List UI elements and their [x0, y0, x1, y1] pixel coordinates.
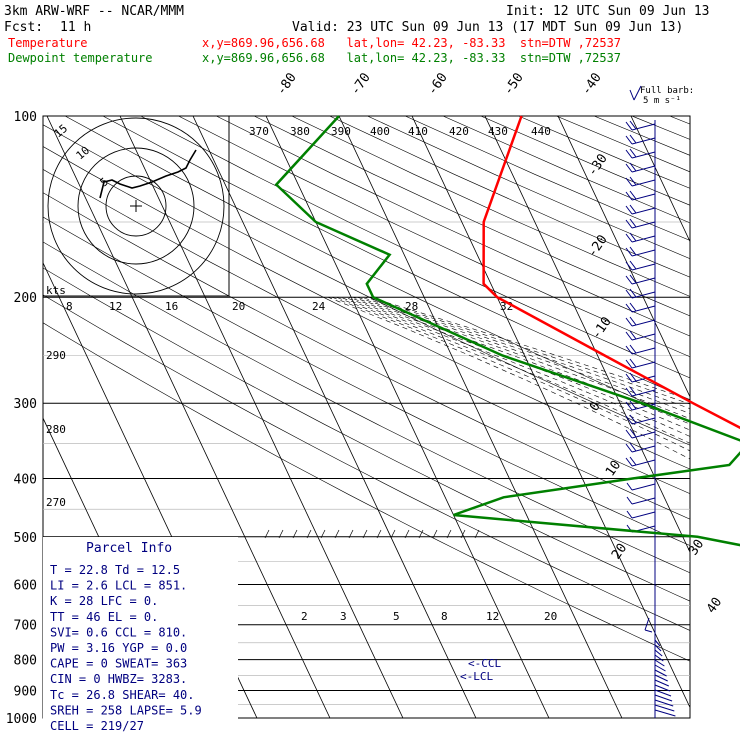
parcel-info-row: PW = 3.16 YGP = 0.0	[50, 641, 187, 655]
temp-tick-label: 10	[603, 458, 624, 479]
lcl-annotation: <-LCL	[460, 670, 493, 683]
temperature-info: x,y=869.96,656.68 lat,lon= 42.23, -83.33…	[202, 36, 621, 50]
theta-e-label: 400	[370, 125, 390, 138]
theta-e-label: 390	[331, 125, 351, 138]
parcel-info-row: Tc = 26.8 SHEAR= 40.	[50, 688, 195, 702]
fcst-label: Fcst:	[4, 20, 43, 35]
temperature-profile	[482, 115, 740, 430]
hodo-ring-label: 5	[98, 175, 111, 189]
hodo-scale-label: 8	[66, 300, 73, 313]
parcel-info-row: SREH = 258 LAPSE= 5.9	[50, 703, 202, 717]
pressure-tick-label: 700	[14, 619, 37, 634]
theta-e-label: 430	[488, 125, 508, 138]
hodo-ring-label: 10	[74, 144, 93, 162]
pressure-tick-label: 500	[14, 531, 37, 546]
temp-tick-label: -10	[589, 314, 615, 342]
temp-tick-label: -50	[501, 70, 527, 98]
theta-e-label: 370	[249, 125, 269, 138]
mixing-ratio-label: 8	[441, 610, 448, 623]
mixing-ratio-label: 3	[340, 610, 347, 623]
pressure-tick-label: 100	[14, 110, 37, 125]
theta-e-label: 420	[449, 125, 469, 138]
parcel-info-row: K = 28 LFC = 0.	[50, 594, 158, 608]
theta-e-label: 440	[531, 125, 551, 138]
hodo-scale-label: 28	[405, 300, 418, 313]
parcel-info-row: CELL = 219/27	[50, 719, 144, 733]
mixing-ratio-label: 20	[544, 610, 557, 623]
sounding-profiles	[274, 115, 740, 547]
theta-label: 280	[46, 423, 66, 436]
parcel-info-row: SVI= 0.6 CCL = 810.	[50, 625, 187, 639]
hodo-unit-label: kts	[46, 284, 66, 297]
valid-time: Valid: 23 UTC Sun 09 Jun 13 (17 MDT Sun …	[292, 20, 683, 35]
temp-tick-label: -40	[579, 70, 605, 98]
dewpoint-info: x,y=869.96,656.68 lat,lon= 42.23, -83.33…	[202, 51, 621, 65]
parcel-info-title: Parcel Info	[86, 541, 172, 556]
theta-e-label: 380	[290, 125, 310, 138]
barb-legend-icon	[629, 85, 642, 101]
pressure-tick-label: 1000	[6, 712, 37, 727]
ccl-annotation: <-CCL	[468, 657, 501, 670]
init-time: Init: 12 UTC Sun 09 Jun 13	[506, 4, 710, 19]
barb-legend-line2: 5 m s⁻¹	[643, 96, 681, 106]
hodo-ring-label: 15	[52, 122, 71, 140]
hodo-scale-label: 12	[109, 300, 122, 313]
parcel-info-panel: Parcel Info T = 22.8 Td = 12.5 LI = 2.6 L…	[43, 537, 238, 733]
theta-e-label: 410	[408, 125, 428, 138]
barb-legend-line1: Full barb:	[640, 86, 694, 96]
pressure-tick-label: 800	[14, 654, 37, 669]
theta-label: 270	[46, 496, 66, 509]
pressure-tick-label: 200	[14, 291, 37, 306]
temperature-label: Temperature	[8, 36, 87, 50]
pressure-tick-label: 900	[14, 684, 37, 699]
temp-tick-label: -60	[425, 70, 451, 98]
pressure-tick-label: 600	[14, 578, 37, 593]
parcel-info-row: CAPE = 0 SWEAT= 363	[50, 657, 187, 671]
fcst-value: 11 h	[60, 20, 91, 35]
dewpoint-label: Dewpoint temperature	[8, 51, 153, 65]
hodo-scale-label: 16	[165, 300, 178, 313]
temp-tick-label: 40	[704, 595, 725, 616]
dewpoint-profile	[274, 115, 740, 547]
temp-tick-label: -80	[274, 70, 300, 98]
parcel-info-row: T = 22.8 Td = 12.5	[50, 563, 180, 577]
mixing-ratio-label: 12	[486, 610, 499, 623]
temp-tick-label: -70	[348, 70, 374, 98]
temp-tick-label: -20	[585, 232, 611, 260]
wind-barbs	[264, 120, 676, 718]
theta-label: 290	[46, 349, 66, 362]
parcel-info-row: LI = 2.6 LCL = 851.	[50, 579, 187, 593]
hodo-scale-label: 20	[232, 300, 245, 313]
mixing-ratio-label: 5	[393, 610, 400, 623]
model-title: 3km ARW-WRF -- NCAR/MMM	[4, 4, 184, 19]
parcel-info-row: TT = 46 EL = 0.	[50, 610, 158, 624]
temp-tick-label: -30	[585, 151, 611, 179]
pressure-axis: 100 200 300 400 500 600 700 800 900 1000	[6, 110, 37, 727]
hodo-scale-label: 24	[312, 300, 326, 313]
pressure-tick-label: 300	[14, 397, 37, 412]
temp-tick-label: 20	[609, 541, 630, 562]
pressure-tick-label: 400	[14, 472, 37, 487]
mixing-ratio-label: 2	[301, 610, 308, 623]
temp-tick-label: 0	[587, 399, 604, 414]
temp-tick-label: 30	[686, 537, 707, 558]
parcel-info-row: CIN = 0 HWBZ= 3283.	[50, 672, 187, 686]
